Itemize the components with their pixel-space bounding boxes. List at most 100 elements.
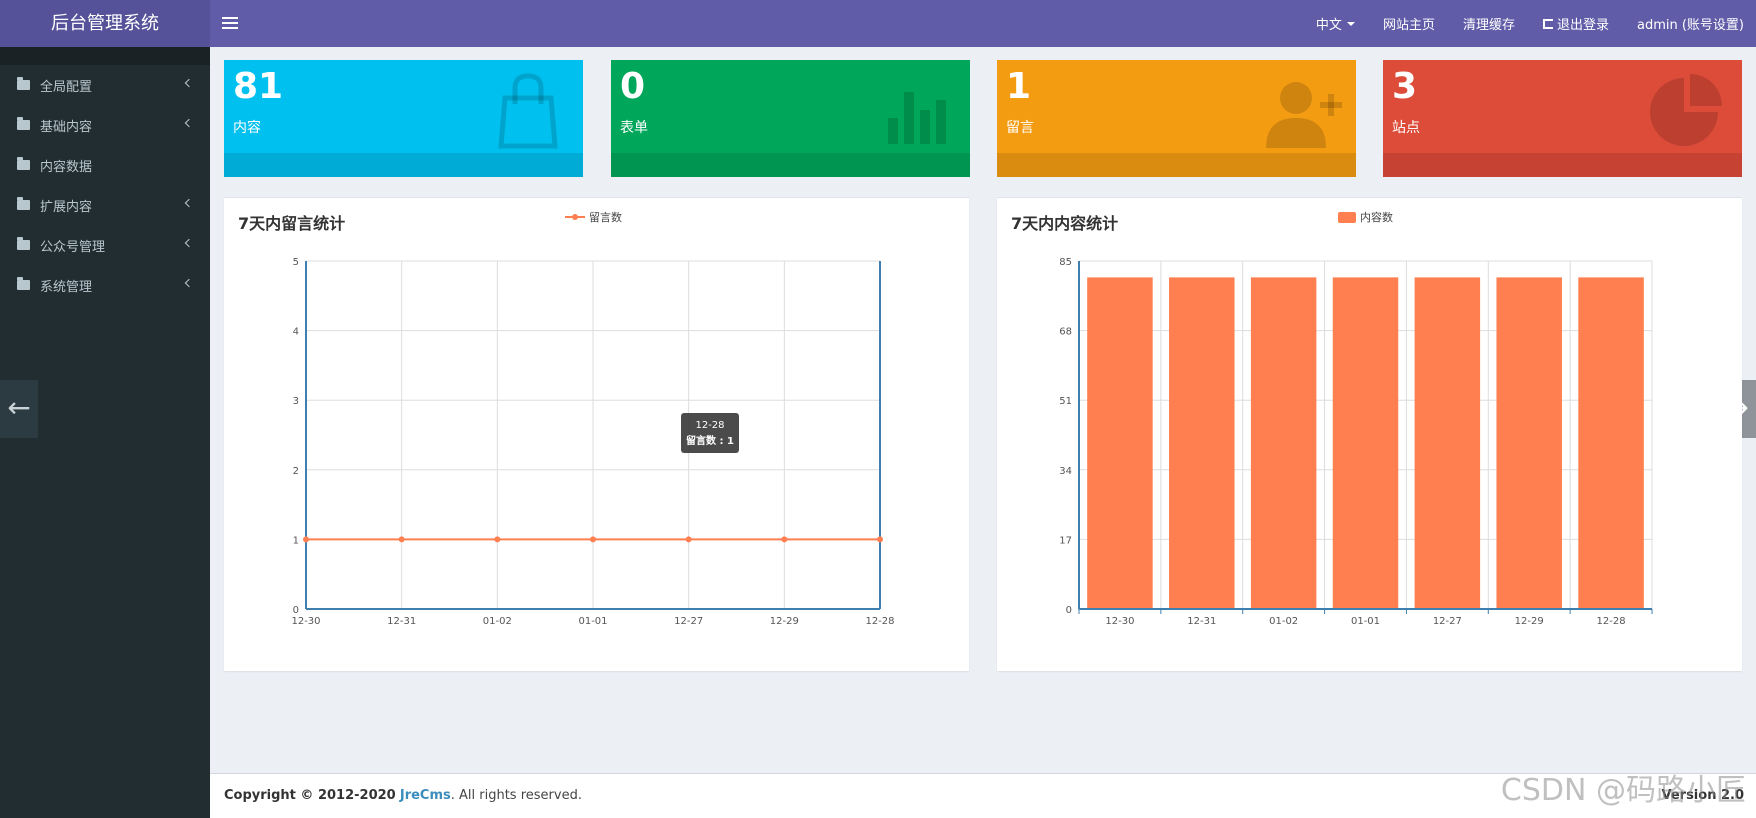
chart-tooltip: 12-28 留言数 : 1 [681, 413, 739, 453]
stat-label: 内容 [233, 120, 261, 136]
app-logo[interactable]: 后台管理系统 [0, 0, 210, 47]
shopping-bag-icon [498, 73, 558, 149]
stat-value: 1 [1006, 66, 1032, 107]
bar-chart: 0 17 34 51 68 85 12-30 12-31 01-02 01-01 12-27 12-2… [1059, 257, 1653, 627]
y-tick-label: 0 [293, 605, 299, 616]
y-tick-label: 5 [293, 257, 299, 268]
sign-out-icon [1542, 18, 1553, 29]
stat-box-sites: 3 站点 [1383, 60, 1742, 177]
x-tick-label: 12-27 [1433, 616, 1462, 627]
x-tick-label: 12-28 [1597, 616, 1626, 627]
sidebar-item-system-management[interactable]: 系统管理 [0, 265, 210, 305]
sidebar-item-label: 公众号管理 [40, 239, 106, 255]
x-tick-label: 01-02 [1269, 616, 1298, 627]
language-dropdown[interactable]: 中文 [1316, 14, 1355, 33]
y-tick-label: 68 [1059, 327, 1072, 338]
account-settings-link[interactable]: admin (账号设置) [1636, 18, 1744, 33]
x-tick-label: 12-28 [865, 616, 894, 627]
panel-message-stats: 7天内留言统计 留言数 0 1 2 3 4 5 12-30 12-31 01-02 01-01 12… [224, 197, 969, 671]
sidebar-header-strip [0, 47, 210, 65]
legend-line-icon [565, 214, 585, 220]
stat-box-footer[interactable] [1383, 153, 1742, 177]
stat-box-forms: 0 表单 [611, 60, 970, 177]
panel-title: 7天内内容统计 [1011, 214, 1119, 233]
panel-title: 7天内留言统计 [238, 214, 346, 233]
top-navbar: 后台管理系统 中文 网站主页 清理缓存 退出登录 admin (账号设置) [0, 0, 1756, 47]
folder-icon [17, 237, 30, 250]
chevron-left-icon [184, 278, 194, 288]
stat-box-content: 81 内容 [224, 60, 583, 177]
sidebar-item-content-data[interactable]: 内容数据 [0, 145, 210, 185]
stat-value: 0 [620, 66, 646, 107]
bar [1169, 277, 1235, 609]
copyright-prefix: Copyright © 2012-2020 [224, 788, 396, 803]
clear-cache-link[interactable]: 清理缓存 [1462, 18, 1515, 33]
user-plus-icon [1266, 82, 1342, 148]
folder-icon [17, 277, 30, 290]
x-tick-label: 12-29 [1515, 616, 1544, 627]
chevron-left-icon [184, 238, 194, 248]
line-chart: 0 1 2 3 4 5 12-30 12-31 01-02 01-01 12-27 12-29 12-2… [291, 257, 894, 627]
data-point [494, 536, 501, 543]
sidebar-item-label: 系统管理 [40, 279, 93, 295]
chart-legend[interactable]: 内容数 [1338, 209, 1393, 225]
legend-label: 留言数 [589, 211, 622, 224]
site-home-link[interactable]: 网站主页 [1382, 18, 1435, 33]
chart-legend[interactable]: 留言数 [565, 209, 622, 225]
stat-value: 3 [1392, 66, 1418, 107]
y-tick-label: 1 [293, 535, 299, 546]
page-footer: Copyright © 2012-2020 JreCms. All rights… [210, 773, 1756, 818]
bar [1250, 277, 1317, 609]
x-tick-label: 12-27 [674, 616, 703, 627]
chevron-left-icon [184, 78, 194, 88]
stat-box-footer[interactable] [224, 153, 583, 177]
bar [1414, 277, 1481, 609]
legend-label: 内容数 [1360, 211, 1393, 224]
stat-box-messages: 1 留言 [997, 60, 1356, 177]
panel-content-stats: 7天内内容统计 内容数 0 17 34 51 68 85 12-30 12-31 01-02 01… [997, 197, 1742, 671]
bar [1578, 277, 1644, 609]
menu-toggle-icon[interactable] [222, 14, 238, 32]
legend-swatch-icon [1338, 211, 1356, 223]
caret-down-icon [1346, 21, 1355, 26]
tooltip-value: 留言数 : 1 [686, 436, 734, 447]
stat-value: 81 [233, 66, 284, 107]
bar-chart-icon [888, 92, 946, 144]
y-tick-label: 0 [1066, 605, 1072, 616]
logout-label: 退出登录 [1556, 18, 1609, 33]
sidebar-item-extended-content[interactable]: 扩展内容 [0, 185, 210, 225]
bar [1332, 277, 1399, 609]
version-label: Version 2.0 [1661, 788, 1744, 803]
stat-label: 表单 [620, 120, 648, 136]
brand-link[interactable]: JreCms [399, 788, 451, 803]
stat-box-footer[interactable] [611, 153, 970, 177]
x-tick-label: 01-02 [483, 616, 512, 627]
arrow-left-icon[interactable]: ← [0, 380, 38, 438]
y-tick-label: 85 [1059, 257, 1072, 268]
x-tick-label: 12-30 [291, 616, 320, 627]
x-tick-label: 12-30 [1105, 616, 1134, 627]
sidebar-item-wechat-management[interactable]: 公众号管理 [0, 225, 210, 265]
x-tick-label: 01-01 [578, 616, 607, 627]
tooltip-category: 12-28 [695, 420, 725, 431]
watermark: CSDN @码路小匠 [1500, 773, 1746, 808]
sidebar-item-label: 全局配置 [40, 79, 93, 95]
top-nav-links: 中文 网站主页 清理缓存 退出登录 admin (账号设置) [1288, 0, 1744, 47]
data-point [877, 536, 883, 543]
data-point [398, 536, 405, 543]
sidebar-item-label: 内容数据 [40, 159, 93, 175]
sidebar-item-global-config[interactable]: 全局配置 [0, 65, 210, 105]
data-point [685, 536, 692, 543]
x-tick-label: 12-31 [1187, 616, 1216, 627]
stat-box-footer[interactable] [997, 153, 1356, 177]
copyright-suffix: . All rights reserved. [450, 788, 582, 803]
bar [1087, 277, 1153, 609]
sidebar-item-basic-content[interactable]: 基础内容 [0, 105, 210, 145]
y-tick-label: 17 [1059, 535, 1072, 546]
y-tick-label: 51 [1059, 396, 1072, 407]
data-point [781, 536, 788, 543]
data-point [590, 536, 596, 543]
sidebar-item-label: 基础内容 [40, 119, 93, 135]
logout-link[interactable]: 退出登录 [1542, 14, 1609, 33]
x-tick-label: 12-31 [387, 616, 416, 627]
